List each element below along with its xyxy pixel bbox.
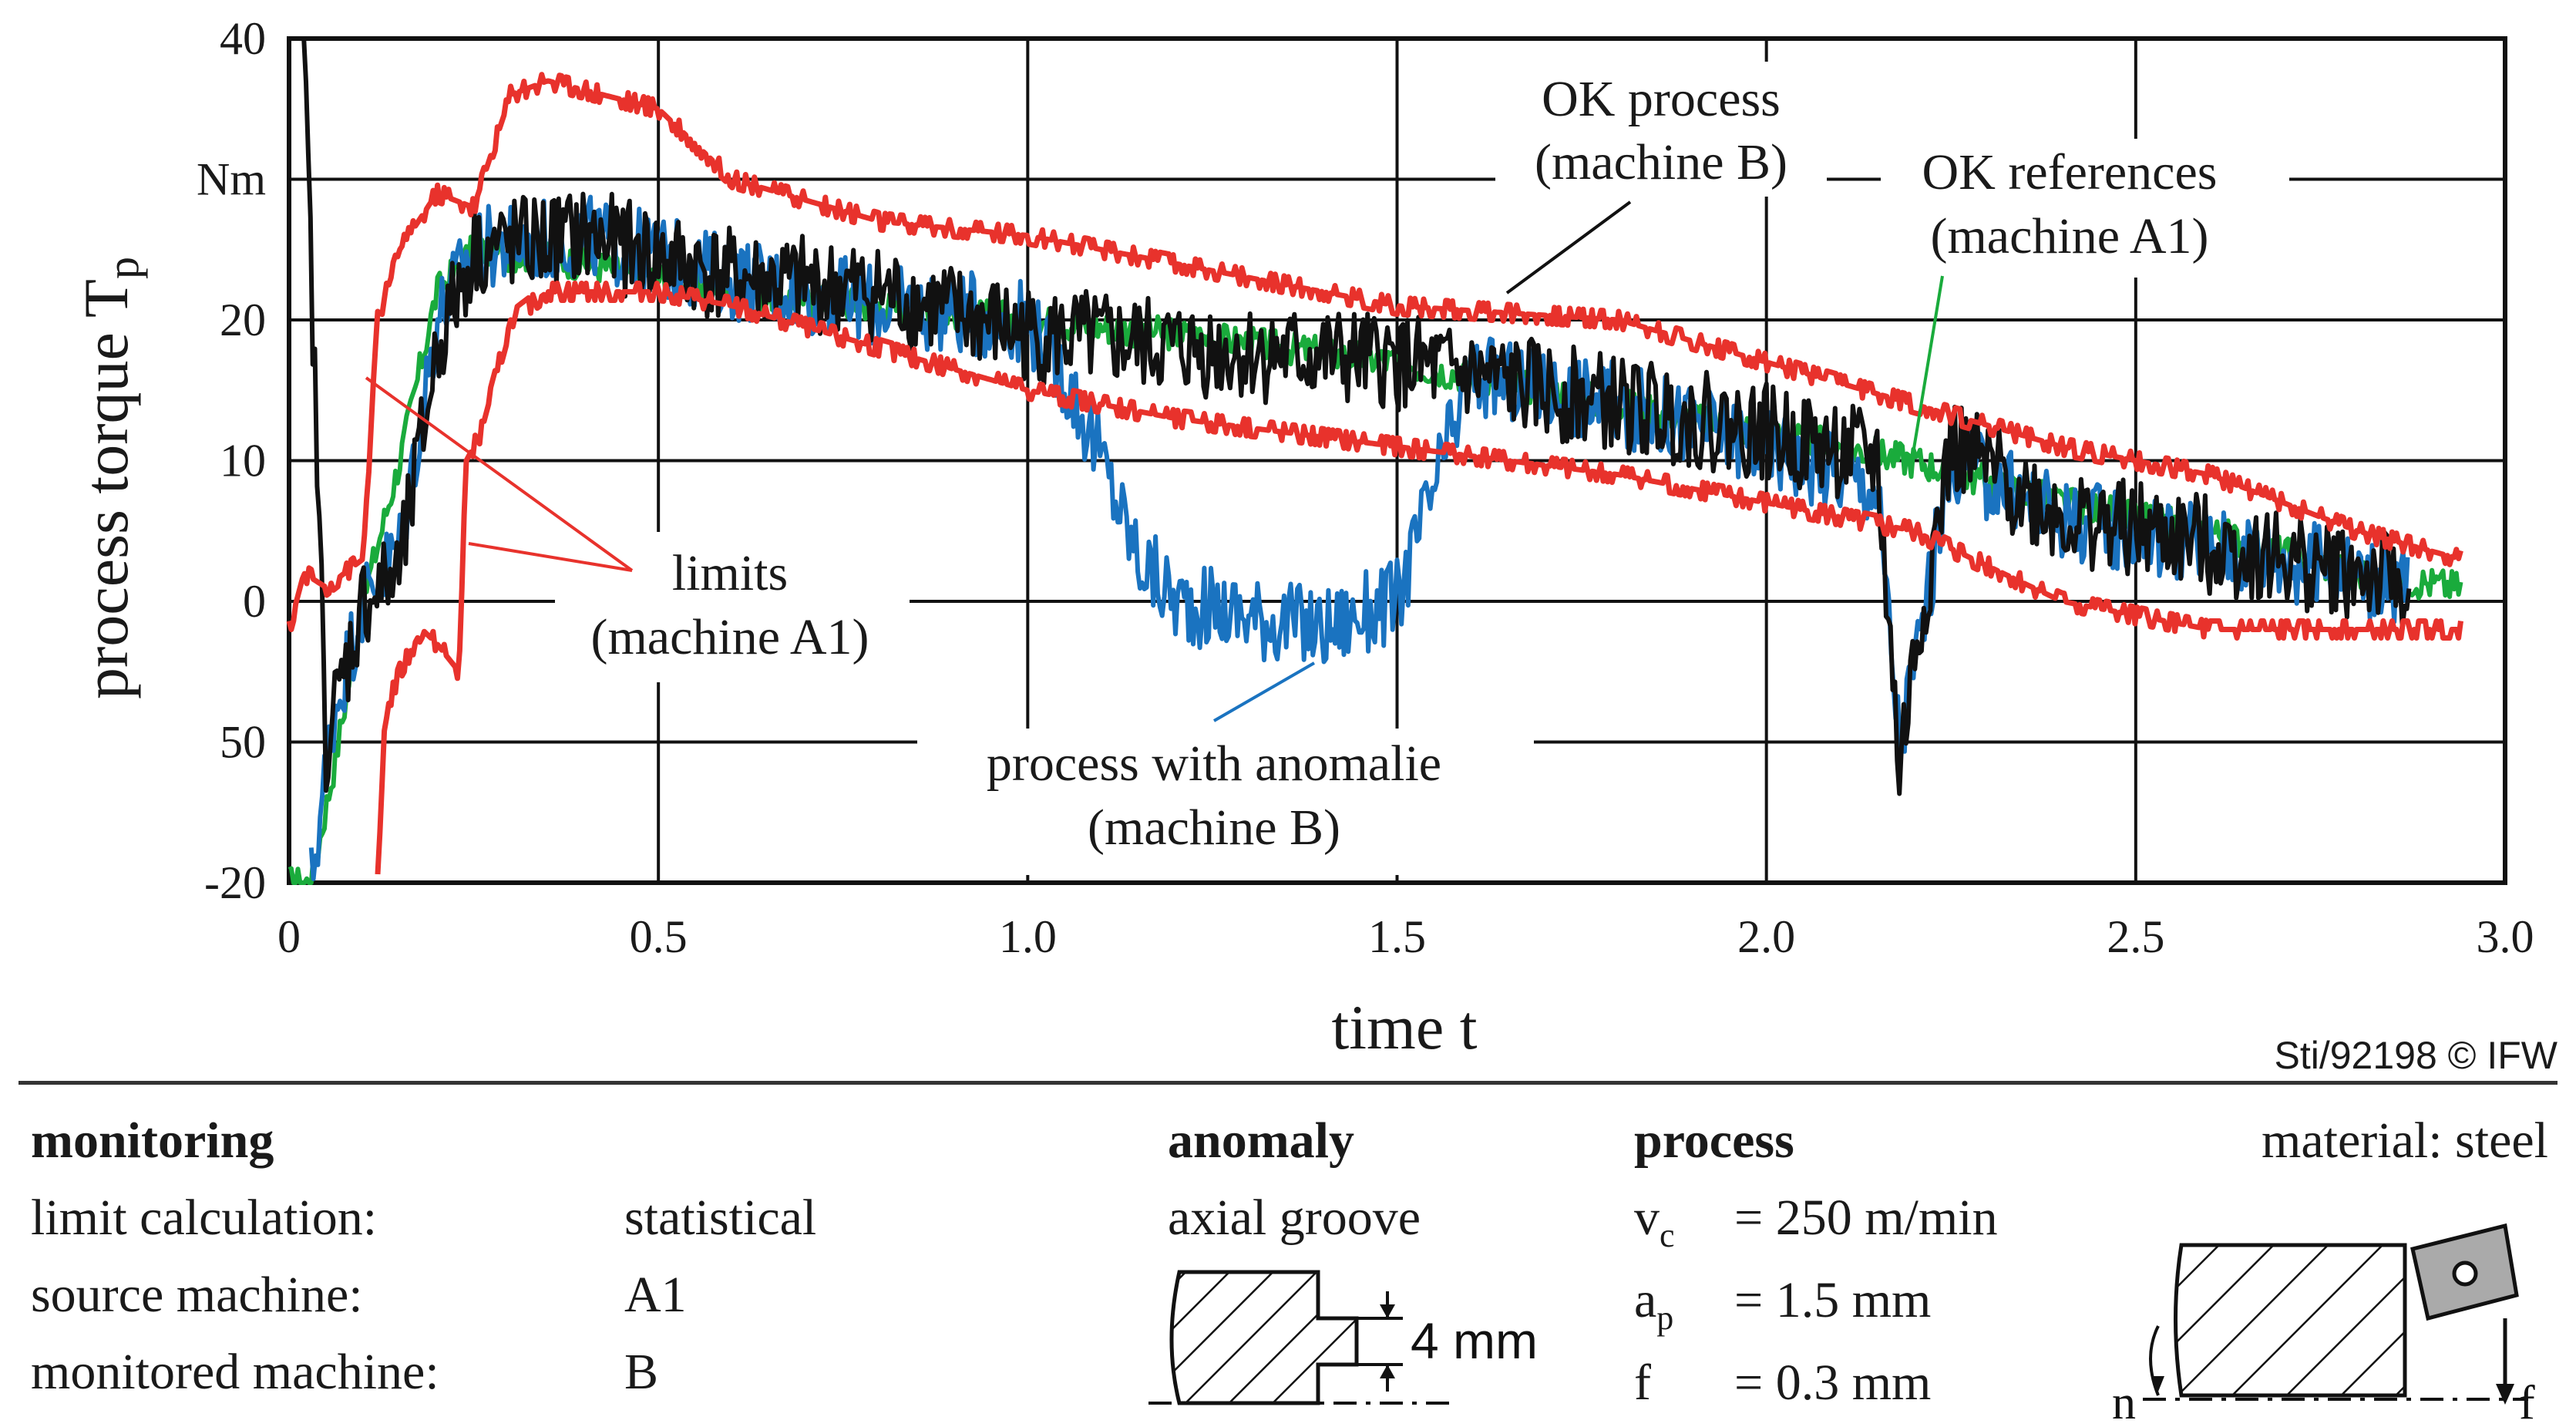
param-value: = 250 m/min bbox=[1734, 1190, 1998, 1246]
y-axis-title: process torque Tp bbox=[71, 257, 148, 699]
x-axis-title: time t bbox=[1331, 992, 1477, 1062]
monitoring-row: limit calculation: statistical bbox=[31, 1180, 816, 1257]
ok-process-label-line1: OK process bbox=[1542, 71, 1781, 127]
ok-process-leader bbox=[1505, 200, 1632, 294]
series-line bbox=[286, 72, 2463, 632]
process-row: vc = 250 m/min bbox=[1634, 1180, 1998, 1262]
y-tick-label: 10 bbox=[220, 436, 266, 486]
anomalie-label-line2: (machine B) bbox=[1088, 799, 1340, 856]
series-line bbox=[375, 281, 2463, 875]
anomaly-type: axial groove bbox=[1168, 1190, 1421, 1246]
limits-label-line2: (machine A1) bbox=[590, 609, 869, 665]
param-symbol: a bbox=[1634, 1272, 1657, 1328]
y-tick-label: -20 bbox=[204, 857, 266, 908]
tick-labels: 0 0.5 1.0 1.5 2.0 2.5 3.0 40 Nm 20 10 0 50 -20 bbox=[197, 13, 2534, 962]
series-layer bbox=[286, 38, 2463, 885]
spindle-n-label: n bbox=[2112, 1377, 2136, 1425]
monitoring-value: B bbox=[624, 1344, 659, 1400]
x-tick-label: 1.0 bbox=[999, 911, 1057, 962]
limits-label-line1: limits bbox=[672, 545, 788, 601]
y-tick-label: 20 bbox=[220, 294, 266, 345]
anomaly-title: anomaly bbox=[1168, 1112, 1355, 1169]
monitoring-title: monitoring bbox=[31, 1112, 274, 1169]
credit: Sti/92198 © IFW bbox=[2274, 1034, 2558, 1077]
monitoring-value: statistical bbox=[624, 1190, 817, 1246]
turning-sketch: n f bbox=[2112, 1223, 2535, 1425]
y-axis-title-main: process torque T bbox=[71, 279, 141, 699]
y-tick-label: 40 bbox=[220, 13, 266, 64]
x-tick-label: 0.5 bbox=[630, 911, 688, 962]
y-axis-title-sub: p bbox=[98, 257, 148, 279]
ok-process-label-line2: (machine B) bbox=[1535, 134, 1787, 190]
process-row: f = 0.3 mm bbox=[1634, 1345, 1998, 1427]
process-row: ap = 1.5 mm bbox=[1634, 1262, 1998, 1345]
series-line bbox=[301, 38, 2412, 796]
process-block: process vc = 250 m/min ap = 1.5 mm f = 0.3 … bbox=[1634, 1102, 1998, 1427]
param-subscript: c bbox=[1660, 1217, 1675, 1254]
x-tick-label: 3.0 bbox=[2477, 911, 2534, 962]
monitoring-row: source machine: A1 bbox=[31, 1257, 816, 1334]
divider bbox=[18, 1081, 2558, 1085]
param-value: = 1.5 mm bbox=[1734, 1272, 1932, 1328]
ok-references-leader bbox=[1910, 275, 1944, 463]
param-symbol: v bbox=[1634, 1190, 1660, 1246]
ok-references-label-line2: (machine A1) bbox=[1930, 208, 2208, 264]
monitoring-block: monitoring limit calculation: statistical… bbox=[31, 1102, 816, 1411]
y-tick-label: Nm bbox=[197, 154, 266, 205]
anomalie-label-bg bbox=[917, 729, 1534, 875]
plot-frame bbox=[287, 36, 2507, 885]
limits-leader-2 bbox=[468, 542, 633, 572]
anomalie-label-line1: process with anomalie bbox=[987, 735, 1441, 792]
monitoring-label: source machine: bbox=[31, 1267, 363, 1323]
axial-groove-sketch: 4 mm bbox=[1148, 1270, 1538, 1405]
param-value: = 0.3 mm bbox=[1734, 1355, 1932, 1411]
x-tick-label: 2.5 bbox=[2107, 911, 2164, 962]
torque-chart: 0 0.5 1.0 1.5 2.0 2.5 3.0 40 Nm 20 10 0 50 -20 OK pro… bbox=[71, 13, 2534, 1062]
param-subscript: p bbox=[1656, 1299, 1674, 1337]
y-tick-label: 50 bbox=[220, 717, 266, 768]
x-tick-label: 0 bbox=[277, 911, 301, 962]
monitoring-label: monitored machine: bbox=[31, 1344, 439, 1400]
process-title: process bbox=[1634, 1112, 1794, 1169]
anomaly-block: anomaly axial groove bbox=[1168, 1102, 1421, 1257]
monitoring-row: monitored machine: B bbox=[31, 1334, 816, 1411]
limits-leader-1 bbox=[365, 376, 634, 572]
feed-f-label: f bbox=[2519, 1377, 2535, 1425]
ok-references-label-line1: OK references bbox=[1922, 144, 2218, 200]
anomalie-leader bbox=[1213, 661, 1315, 722]
x-tick-label: 2.0 bbox=[1737, 911, 1795, 962]
y-tick-label: 0 bbox=[243, 576, 266, 627]
ok-references-label-bg bbox=[1881, 139, 2289, 278]
param-symbol: f bbox=[1634, 1355, 1651, 1411]
x-tick-label: 1.5 bbox=[1368, 911, 1426, 962]
ok-process-label-bg bbox=[1495, 62, 1827, 197]
monitoring-label: limit calculation: bbox=[31, 1190, 378, 1246]
monitoring-value: A1 bbox=[624, 1267, 687, 1323]
material-label: material: steel bbox=[2262, 1112, 2548, 1169]
groove-depth-label: 4 mm bbox=[1411, 1312, 1538, 1369]
